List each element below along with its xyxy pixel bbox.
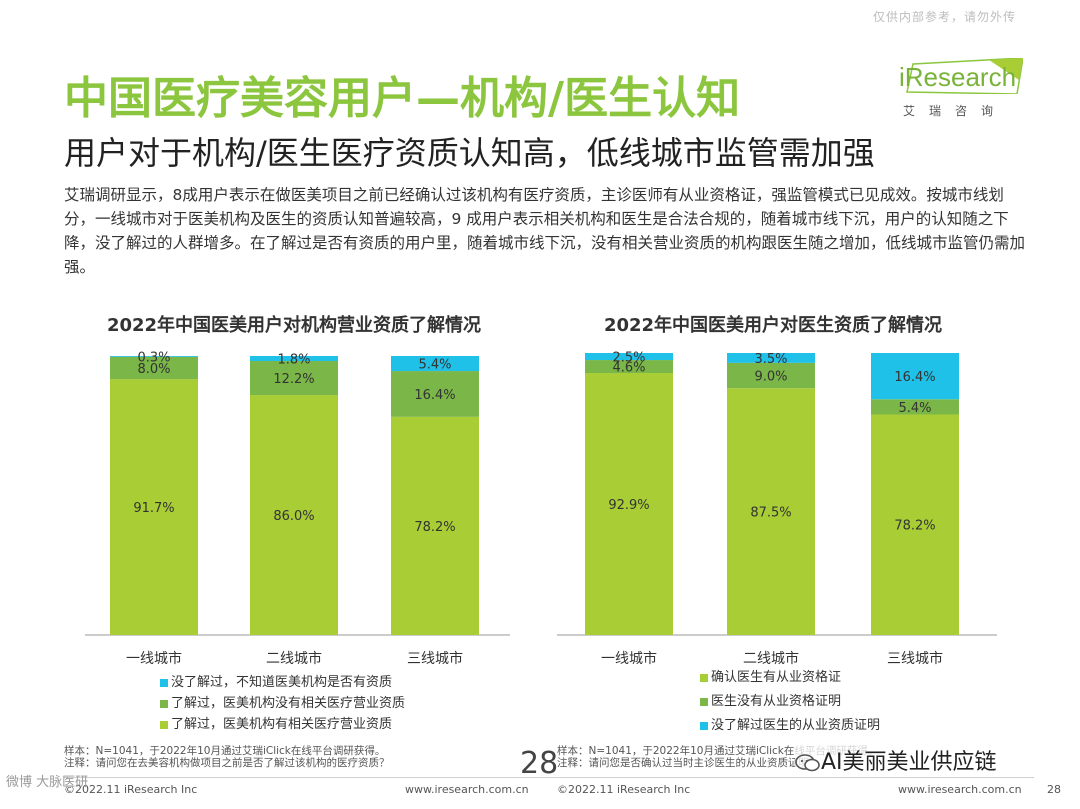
bar-segment: [585, 373, 673, 635]
wechat-watermark: AI美丽美业供应链: [795, 744, 997, 776]
legend-item: 了解过，医美机构没有相关医疗营业资质: [160, 693, 405, 714]
category-label: 一线城市: [126, 650, 182, 667]
wechat-icon: [795, 754, 820, 772]
bar-segment: [391, 416, 479, 635]
iresearch-logo: iResearch 艾瑞咨询: [893, 58, 1028, 120]
bar-segment: [585, 360, 673, 374]
chart-doctor-qualification: 2022年中国医美用户对医生资质了解情况 92.9% 4.6%2.5% 一线城市 87.…: [557, 314, 997, 667]
page-title: 中国医疗美容用户—机构/医生认知: [64, 73, 741, 124]
bar-segment: [110, 356, 198, 357]
data-label: 3.5%: [754, 352, 787, 367]
legend-swatch-cyan: [160, 678, 168, 687]
watermark-text: 仅供内部参考，请勿外传: [872, 10, 1016, 24]
bar-segment: [391, 371, 479, 417]
logo-mark-icon: [906, 58, 1023, 94]
question-note: 注释：请问您在去美容机构做项目之前是否了解过该机构的医疗资质？: [64, 757, 390, 769]
weibo-watermark: 微博 大脉医研: [6, 775, 89, 790]
footer-copyright-right: ©2022.11 iResearch Inc: [557, 783, 691, 796]
category-label: 三线城市: [407, 650, 463, 667]
bar-segment: [727, 362, 815, 389]
footer-url-right: www.iresearch.com.cn: [898, 783, 1022, 796]
data-label: 2.5%: [612, 351, 645, 366]
data-label: 16.4%: [414, 388, 455, 403]
bar-segment: [727, 388, 815, 635]
legend-institution: 没了解过，不知道医美机构是否有资质 了解过，医美机构没有相关医疗营业资质 了解过…: [160, 672, 405, 735]
sample-note: 样本：N=1041，于2022年10月通过艾瑞iClick在线平台调研获得。: [64, 745, 386, 757]
category-label: 三线城市: [887, 650, 943, 667]
bar-segment: [110, 356, 198, 380]
data-label: 0.3%: [137, 350, 170, 365]
bar-segment: [391, 356, 479, 372]
bar-segment: [110, 379, 198, 635]
footer-page-number: 28: [1047, 783, 1061, 796]
logo-text: iResearch: [899, 62, 1017, 92]
logo-subtext: 艾瑞咨询: [903, 104, 1008, 118]
data-label: 78.2%: [894, 519, 935, 534]
legend-item: 医生没有从业资格证明: [700, 691, 880, 712]
footer-copyright-left: ©2022.11 iResearch Inc: [64, 783, 198, 796]
legend-item: 了解过，医美机构有相关医疗营业资质: [160, 714, 405, 735]
legend-label: 医生没有从业资格证明: [711, 694, 842, 709]
bar-segment: [250, 395, 338, 635]
data-label: 91.7%: [133, 501, 174, 516]
data-label: 78.2%: [414, 520, 455, 535]
legend-doctor: 确认医生有从业资格证 医生没有从业资格证明 没了解过医生的从业资质证明: [700, 667, 880, 736]
data-label: 9.0%: [754, 370, 787, 385]
question-note: 注释：请问您是否确认过当时主诊医生的从业资质证明？: [557, 757, 820, 769]
legend-label: 了解过，医美机构没有相关医疗营业资质: [171, 696, 406, 711]
bar-segment: [250, 361, 338, 396]
notes-left: 样本：N=1041，于2022年10月通过艾瑞iClick在线平台调研获得。 注…: [64, 745, 390, 769]
footer-divider: [64, 777, 1034, 778]
legend-swatch-mid-green: [160, 699, 168, 708]
category-label: 二线城市: [266, 650, 322, 667]
data-label: 87.5%: [750, 506, 791, 521]
legend-swatch-mid-green: [700, 697, 708, 706]
page-number-large: 28: [520, 746, 559, 781]
legend-label: 了解过，医美机构有相关医疗营业资质: [171, 717, 393, 732]
data-label: 8.0%: [137, 362, 170, 377]
bar-segment: [871, 414, 959, 635]
legend-item: 没了解过医生的从业资质证明: [700, 715, 880, 736]
legend-item: 没了解过，不知道医美机构是否有资质: [160, 672, 405, 693]
data-label: 86.0%: [273, 509, 314, 524]
legend-label: 没了解过，不知道医美机构是否有资质: [171, 675, 393, 690]
chart-title: 2022年中国医美用户对机构营业资质了解情况: [107, 314, 481, 336]
data-label: 5.4%: [418, 358, 451, 373]
data-label: 4.6%: [612, 361, 645, 376]
legend-label: 确认医生有从业资格证: [711, 670, 842, 685]
legend-swatch-cyan: [700, 721, 708, 730]
data-label: 1.8%: [277, 353, 310, 368]
bar-segment: [871, 353, 959, 400]
chart-title: 2022年中国医美用户对医生资质了解情况: [604, 314, 942, 336]
page-subtitle: 用户对于机构/医生医疗资质认知高，低线城市监管需加强: [64, 134, 875, 172]
bar-segment: [871, 399, 959, 415]
legend-swatch-green: [700, 673, 708, 682]
data-label: 92.9%: [608, 498, 649, 513]
category-label: 二线城市: [743, 650, 799, 667]
chart-institution-qualification: 2022年中国医美用户对机构营业资质了解情况 91.7% 8.0%0.3% 一线城市 8…: [85, 314, 510, 667]
footer-url-left: www.iresearch.com.cn: [405, 783, 529, 796]
bar-segment: [727, 353, 815, 363]
data-label: 5.4%: [898, 401, 931, 416]
wechat-account-name: AI美丽美业供应链: [821, 750, 997, 775]
legend-swatch-green: [160, 720, 168, 729]
category-label: 一线城市: [601, 650, 657, 667]
bar-segment: [585, 353, 673, 361]
bar-segment: [250, 356, 338, 362]
data-label: 12.2%: [273, 372, 314, 387]
legend-label: 没了解过医生的从业资质证明: [711, 718, 881, 733]
data-label: 16.4%: [894, 370, 935, 385]
description-paragraph: 艾瑞调研显示，8成用户表示在做医美项目之前已经确认过该机构有医疗资质，主诊医师有…: [64, 186, 1026, 276]
legend-item: 确认医生有从业资格证: [700, 667, 880, 688]
